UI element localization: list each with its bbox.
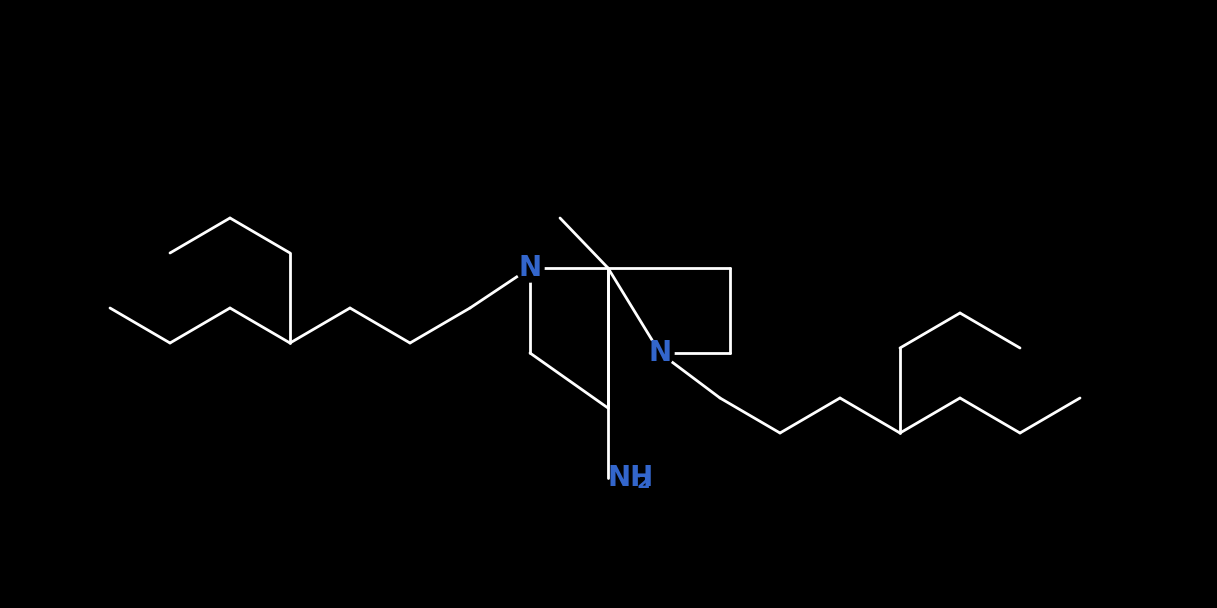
Text: N: N: [649, 339, 672, 367]
Circle shape: [516, 254, 544, 282]
Text: 2: 2: [636, 474, 650, 492]
Text: NH: NH: [608, 464, 655, 492]
Circle shape: [646, 339, 674, 367]
Text: N: N: [518, 254, 542, 282]
